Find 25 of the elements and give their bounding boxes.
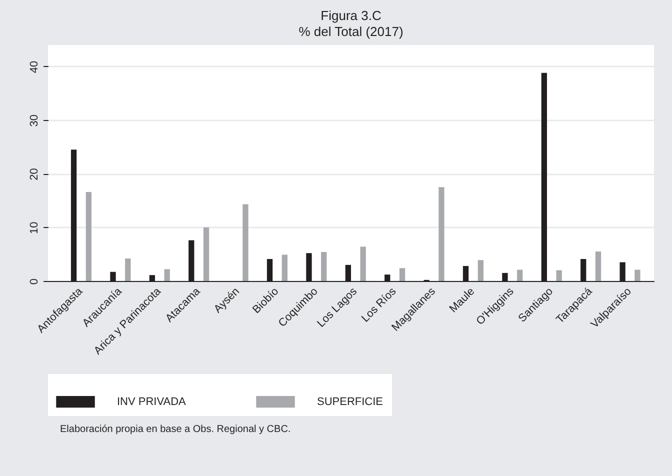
y-tick-label: 10 bbox=[28, 222, 40, 234]
bar bbox=[517, 270, 523, 281]
bar bbox=[86, 192, 92, 281]
bar bbox=[321, 252, 327, 281]
bar bbox=[360, 246, 366, 281]
y-tick-label: 20 bbox=[28, 168, 40, 180]
bar bbox=[242, 204, 248, 281]
y-tick-label: 40 bbox=[28, 60, 40, 74]
bar bbox=[634, 270, 640, 281]
bar bbox=[282, 254, 288, 281]
bar bbox=[125, 258, 131, 281]
bar bbox=[438, 187, 444, 281]
bar bbox=[203, 227, 210, 281]
chart-subtitle: % del Total (2017) bbox=[298, 24, 404, 39]
text: Elaboración propia en base a Obs. Regional y CBC. bbox=[60, 424, 291, 435]
bar bbox=[399, 268, 406, 281]
bar bbox=[164, 269, 170, 281]
bar bbox=[478, 260, 484, 281]
y-tick-label: 0 bbox=[28, 278, 40, 285]
legend-label: SUPERFICIE bbox=[317, 396, 384, 408]
chart-title: Figura 3.C bbox=[320, 8, 382, 23]
legend-label: INV PRIVADA bbox=[117, 396, 187, 408]
y-tick-label: 30 bbox=[28, 114, 40, 127]
bar bbox=[595, 252, 602, 281]
bar bbox=[556, 270, 562, 281]
